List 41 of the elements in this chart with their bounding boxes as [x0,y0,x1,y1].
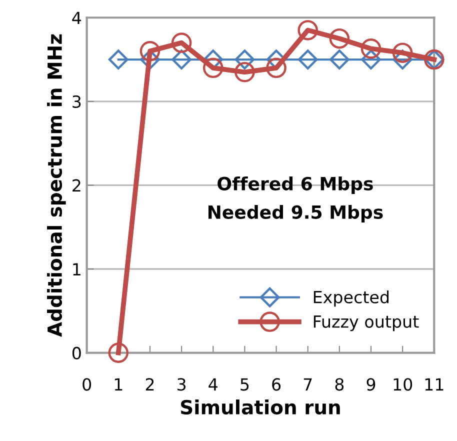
point [234,50,255,70]
point [266,58,286,78]
point [392,50,413,70]
y-tick-label: 3 [72,95,81,108]
x-tick-label: 9 [366,378,376,391]
y-tick-label: 2 [72,179,80,192]
point [361,50,381,70]
annotation: Needed 9.5 Mbps [208,204,383,222]
x-axis-title: Simulation run [181,399,340,415]
y-tick-label: 0 [72,346,81,360]
point [329,28,350,49]
x-tick-label: 0 [82,378,92,391]
x-tick-label: 4 [208,378,218,390]
point [298,20,318,40]
x-tick-label: 3 [178,378,186,391]
y-tick-label: 4 [72,12,82,24]
legend-label: Expected [314,290,389,307]
x-tick-label: 5 [240,378,249,391]
annotation: Offered 6 Mbps [218,176,373,194]
point [108,342,129,363]
point [172,50,192,70]
x-tick-label: 11 [425,378,444,390]
point [360,38,382,59]
y-tick-label: 1 [73,263,80,276]
x-tick-label: 8 [335,378,344,391]
point [140,41,160,62]
point [234,62,255,82]
x-tick-label: 2 [146,378,154,390]
x-tick-label: 10 [394,378,412,391]
point [140,50,160,70]
x-tick-label: 6 [272,378,281,391]
point [298,50,318,70]
point [329,50,350,70]
point [171,32,192,53]
point [202,58,224,78]
point [108,50,128,70]
x-tick-label: 7 [304,378,312,390]
y-axis-title: Additional spectrum in MHz [46,34,66,337]
x-tick-label: 1 [114,378,122,390]
point [392,42,413,63]
legend-label: Fuzzy output [314,315,419,332]
